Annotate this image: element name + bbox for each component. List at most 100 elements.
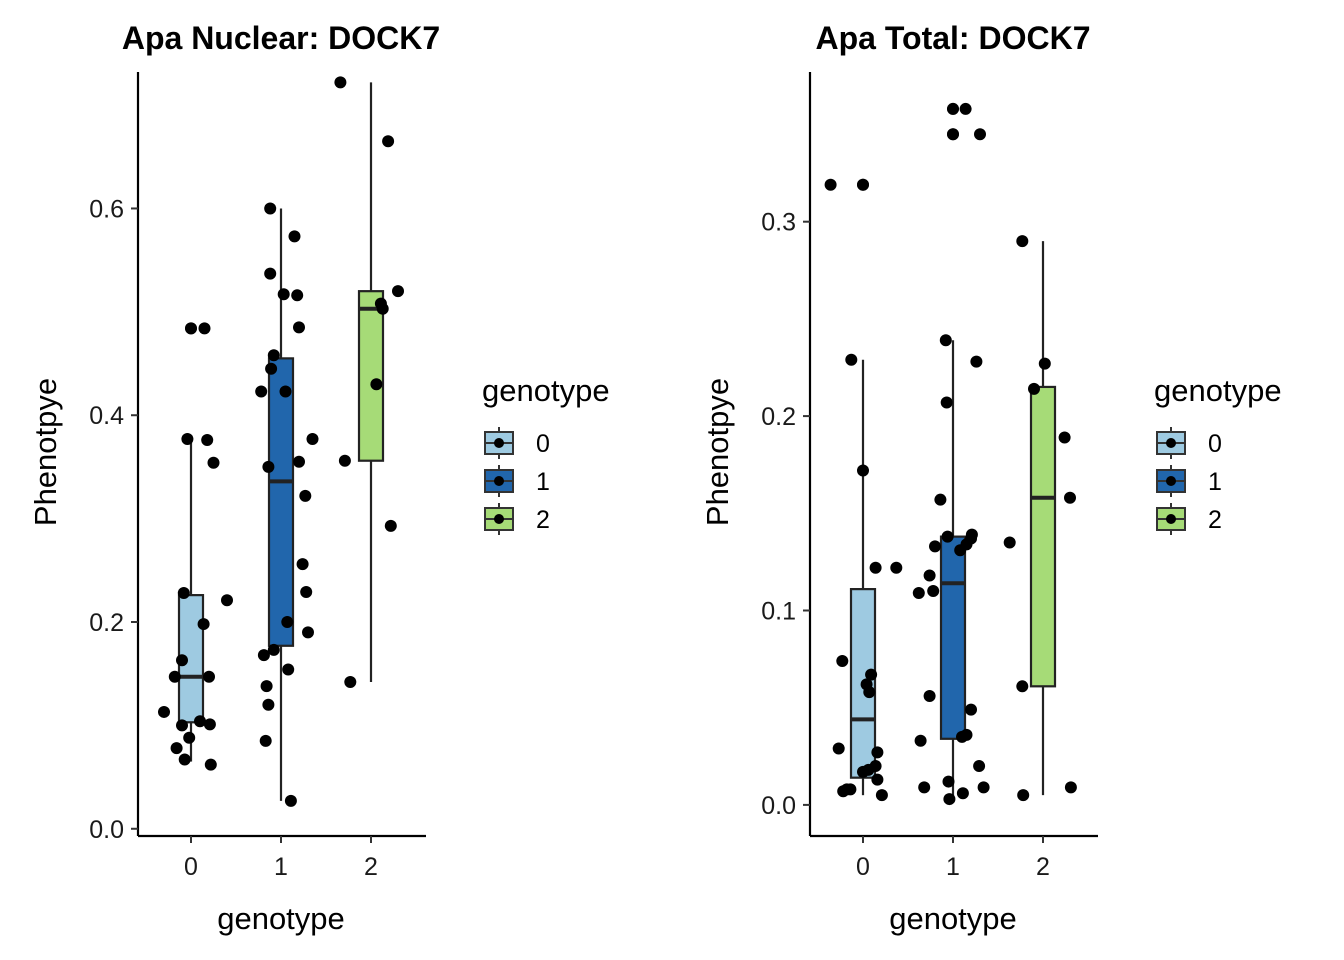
y-tick-label: 0.3	[761, 209, 796, 237]
data-point	[875, 789, 888, 802]
data-point	[1038, 357, 1051, 370]
data-point	[262, 698, 275, 711]
legend-label: 2	[1208, 506, 1222, 534]
legend-entry-0: 0	[1156, 427, 1222, 459]
data-point	[836, 655, 849, 668]
data-point	[845, 353, 858, 366]
data-point	[857, 178, 869, 191]
data-point	[384, 519, 397, 532]
x-tick-label: 0	[856, 853, 870, 881]
chart-title: Apa Nuclear: DOCK7	[122, 20, 440, 56]
data-point	[370, 378, 383, 391]
data-point	[207, 456, 220, 469]
data-point	[1028, 382, 1040, 395]
box-body	[357, 290, 385, 462]
box-body	[939, 535, 967, 740]
box-genotype-2	[1029, 241, 1057, 796]
x-tick-label: 0	[184, 853, 198, 881]
data-point	[300, 586, 313, 599]
data-point	[960, 728, 973, 741]
data-point	[947, 102, 959, 115]
data-point	[929, 540, 941, 553]
data-point	[267, 643, 280, 656]
y-tick-label: 0.2	[761, 403, 796, 431]
data-point	[158, 705, 170, 718]
data-point	[923, 690, 936, 703]
panel-apa-nuclear: Apa Nuclear: DOCK7 genotype Phenotpye 0.…	[28, 20, 610, 936]
data-point	[338, 454, 351, 467]
legend-point	[494, 514, 504, 524]
data-point	[203, 718, 216, 731]
y-tick-label: 0.1	[761, 597, 796, 625]
data-point	[257, 649, 270, 662]
data-point	[914, 734, 927, 747]
data-point	[869, 561, 882, 574]
x-axis-label: genotype	[889, 901, 1017, 936]
data-point	[255, 385, 268, 398]
legend: genotype 0 1 2	[1154, 373, 1282, 535]
data-point	[939, 334, 952, 347]
legend-label: 0	[536, 430, 550, 458]
data-point	[259, 734, 272, 747]
data-point	[942, 775, 955, 788]
data-point	[1017, 789, 1030, 802]
data-point	[299, 489, 312, 502]
data-point	[940, 396, 953, 409]
box-genotype-0	[177, 322, 205, 762]
x-tick-label: 2	[364, 853, 378, 881]
legend-entry-2: 2	[1156, 503, 1222, 535]
legend-title: genotype	[1154, 373, 1282, 408]
legend-entry-0: 0	[484, 427, 550, 459]
data-point	[296, 558, 309, 571]
x-tick-label: 1	[946, 853, 960, 881]
data-point	[279, 385, 292, 398]
data-point	[181, 433, 194, 446]
data-point	[176, 654, 188, 667]
x-axis-label: genotype	[217, 901, 345, 936]
data-point	[890, 561, 903, 574]
data-point	[965, 528, 978, 541]
data-point	[334, 76, 347, 89]
y-tick-label: 0.0	[89, 816, 124, 844]
data-point	[1016, 680, 1029, 693]
data-point	[959, 102, 972, 115]
data-point	[927, 585, 940, 598]
data-point	[204, 758, 217, 771]
data-point	[844, 783, 857, 796]
data-point	[185, 322, 197, 335]
data-point	[973, 760, 986, 773]
data-point	[970, 355, 983, 368]
data-point	[865, 668, 878, 681]
data-point	[1064, 781, 1077, 794]
legend-point	[494, 438, 504, 448]
panel-apa-total: Apa Total: DOCK7 genotype Phenotpye 0.00…	[700, 20, 1282, 936]
data-point	[177, 587, 190, 600]
data-point	[203, 670, 215, 683]
data-point	[281, 615, 294, 628]
data-point	[260, 680, 273, 693]
legend-label: 2	[536, 506, 550, 534]
legend-point	[1166, 438, 1176, 448]
data-point	[282, 663, 295, 676]
data-point	[168, 670, 181, 683]
data-point	[857, 464, 869, 477]
box-genotype-1	[939, 102, 967, 798]
data-point	[871, 773, 884, 786]
data-point	[1064, 491, 1076, 504]
legend: genotype 0 1 2	[482, 373, 610, 535]
data-point	[264, 202, 277, 215]
data-point	[178, 753, 191, 766]
data-point	[194, 715, 206, 728]
data-point	[974, 128, 986, 141]
data-point	[344, 675, 357, 688]
legend-title: genotype	[482, 373, 610, 408]
data-point	[302, 626, 314, 639]
data-point	[221, 594, 233, 607]
data-point	[871, 746, 884, 759]
data-point	[832, 742, 845, 755]
data-point	[943, 793, 956, 806]
data-point	[956, 787, 969, 800]
data-point	[965, 703, 977, 716]
box-genotype-2	[357, 82, 385, 682]
legend-entry-1: 1	[1156, 465, 1222, 497]
